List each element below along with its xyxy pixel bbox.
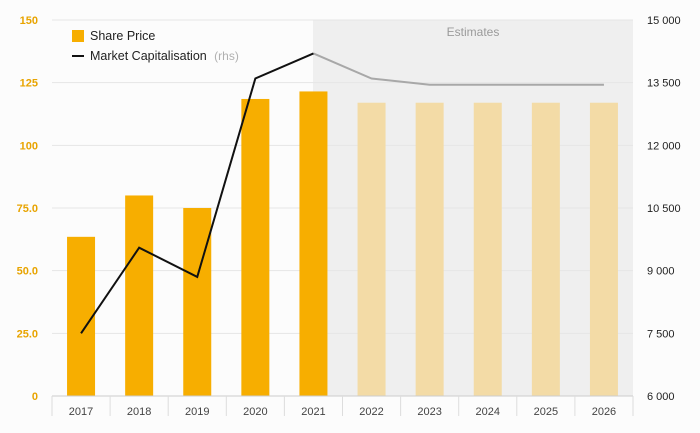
x-tick-label-2019: 2019 <box>185 406 209 418</box>
bar-share-price-2024 <box>473 102 502 396</box>
left-tick-label: 75.0 <box>17 203 38 215</box>
bar-share-price-2018 <box>125 195 154 396</box>
right-tick-label: 15 000 <box>647 15 681 27</box>
left-tick-label: 50.0 <box>17 266 38 278</box>
right-tick-label: 12 000 <box>647 140 681 152</box>
left-tick-label: 100 <box>20 140 38 152</box>
legend-market-cap-label: Market Capitalisation (rhs) <box>90 47 239 64</box>
legend: Share Price Market Capitalisation (rhs) <box>72 29 239 64</box>
bar-share-price-2019 <box>183 208 212 396</box>
left-tick-label: 150 <box>20 15 38 27</box>
right-tick-label: 10 500 <box>647 203 681 215</box>
right-tick-label: 7 500 <box>647 328 675 340</box>
x-tick-label-2022: 2022 <box>359 406 383 418</box>
x-tick-label-2023: 2023 <box>417 406 441 418</box>
legend-market-cap-suffix: (rhs) <box>214 49 239 63</box>
right-tick-label: 6 000 <box>647 391 675 403</box>
legend-share-price-swatch <box>72 30 84 42</box>
bar-share-price-2017 <box>67 236 96 396</box>
x-tick-label-2020: 2020 <box>243 406 267 418</box>
legend-share-price-label: Share Price <box>90 29 155 43</box>
left-tick-label: 125 <box>20 78 38 90</box>
line-market-cap-actual <box>80 52 314 334</box>
estimates-label: Estimates <box>447 25 500 39</box>
bar-share-price-2025 <box>531 102 560 396</box>
x-tick-label-2021: 2021 <box>301 406 325 418</box>
line-market-cap-estimate <box>313 52 604 86</box>
right-tick-label: 9 000 <box>647 266 675 278</box>
x-ticks: 2017 2018 2019 2020 2021 2022 2023 2024 2025 2026 <box>51 396 634 418</box>
bar-share-price-2022 <box>357 102 386 396</box>
bar-share-price-2020 <box>241 98 270 397</box>
bar-share-price-2023 <box>415 102 444 396</box>
x-tick-label-2025: 2025 <box>534 406 558 418</box>
left-axis-ticks: 0 25.0 50.0 75.0 100 125 150 <box>17 15 38 403</box>
right-axis-ticks: 6 000 7 500 9 000 10 500 12 000 13 500 15 000 <box>647 15 681 403</box>
x-tick-label-2017: 2017 <box>69 406 93 418</box>
x-tick-label-2024: 2024 <box>476 406 500 418</box>
right-tick-label: 13 500 <box>647 78 681 90</box>
market-cap-line <box>80 52 604 334</box>
x-tick-label-2026: 2026 <box>592 406 616 418</box>
left-tick-label: 25.0 <box>17 328 38 340</box>
left-tick-label: 0 <box>32 391 38 403</box>
bar-share-price-2021 <box>299 91 328 396</box>
x-tick-label-2018: 2018 <box>127 406 151 418</box>
bars <box>67 91 618 397</box>
bar-share-price-2026 <box>589 102 618 396</box>
legend-market-cap-name: Market Capitalisation <box>90 49 207 63</box>
